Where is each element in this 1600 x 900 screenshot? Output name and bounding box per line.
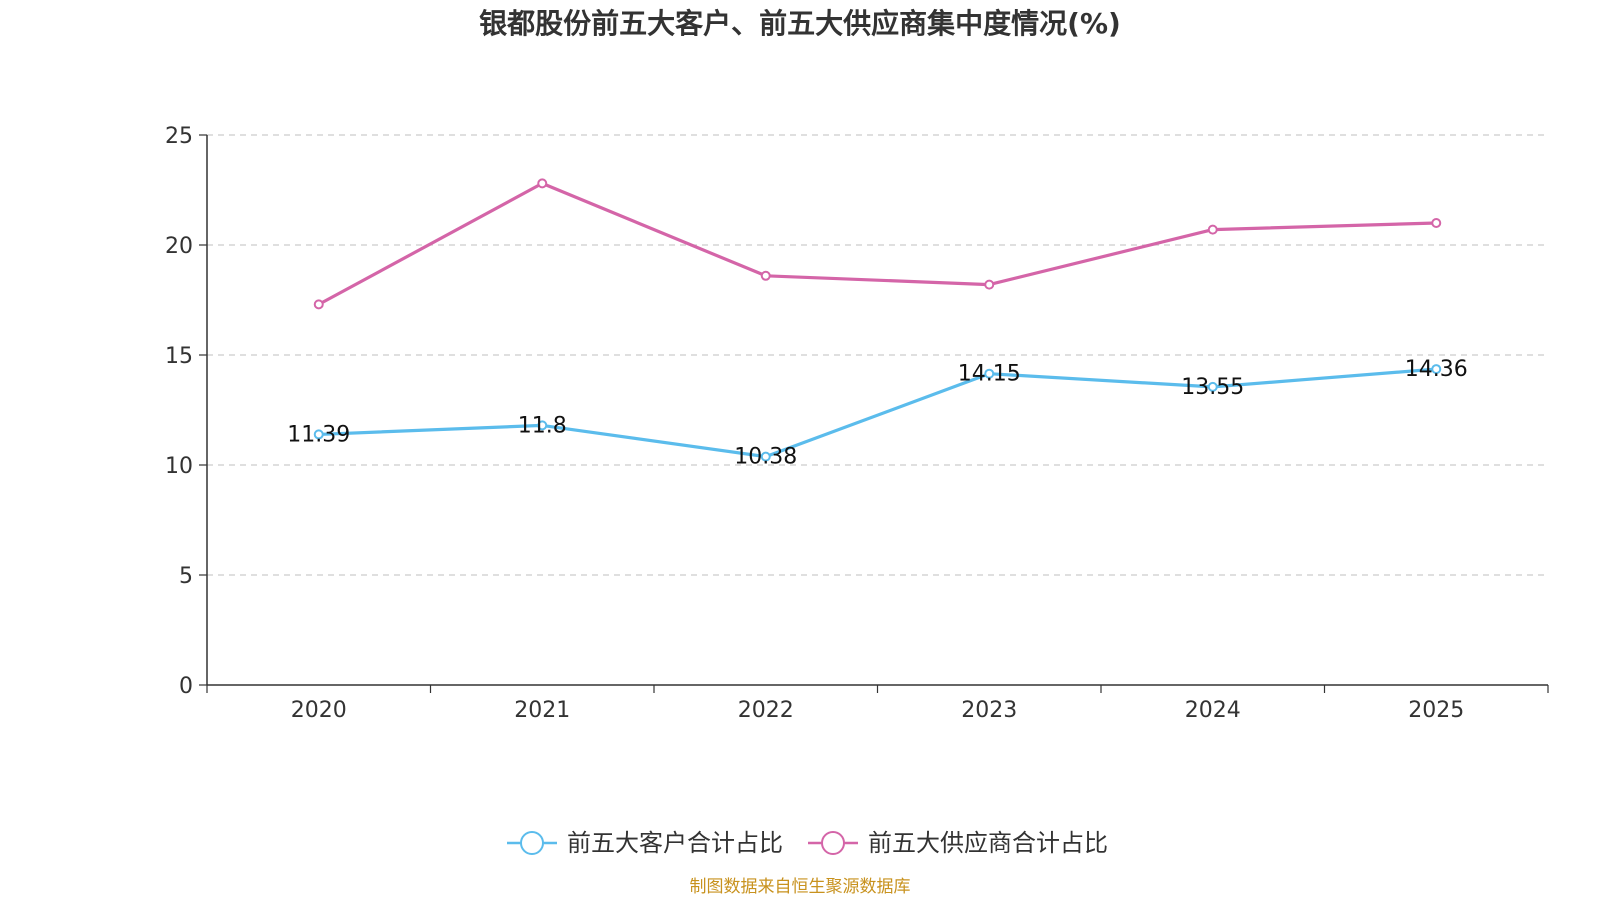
series-layer: 11.39 11.8 10.38 14.15 13.55 14.36: [287, 178, 1468, 470]
series-1-point-2022: [760, 270, 771, 281]
x-tick-label-2024: 2024: [1185, 698, 1241, 723]
series-0-data-label-2025: 14.36: [1405, 357, 1468, 382]
grid-lines: [207, 134, 1548, 576]
series-0-point-2024: [1207, 381, 1218, 392]
series-line-0: [318, 367, 1437, 459]
series-0-data-label-2020: 11.39: [287, 422, 350, 447]
x-tick-label-2021: 2021: [514, 698, 570, 723]
series-1-point-2024: [1207, 224, 1218, 235]
series-1-point-2025: [1431, 218, 1442, 228]
source-note: 制图数据来自恒生聚源数据库: [690, 877, 911, 897]
y-tick-label-15: 15: [165, 344, 193, 369]
y-tick-label-20: 20: [165, 234, 193, 259]
series-0-point-2025: [1431, 364, 1442, 375]
series-0-point-2023: [984, 368, 995, 379]
legend-marker-0: [520, 831, 544, 855]
series-0-data-label-2022: 10.38: [734, 445, 797, 470]
y-tick-label-0: 0: [179, 674, 193, 699]
series-1-point-2021: [537, 178, 548, 189]
y-tick-label-25: 25: [165, 124, 193, 149]
legend-marker-1: [821, 831, 845, 855]
series-0-point-2020: [313, 429, 324, 440]
legend-item-1[interactable]: 前五大供应商合计占比: [808, 829, 1108, 857]
series-0-data-label-2023: 14.15: [958, 362, 1021, 387]
x-tick-label-2022: 2022: [738, 698, 794, 723]
series-0-data-label-2024: 13.55: [1181, 375, 1244, 400]
series-1-point-2023: [984, 279, 995, 290]
legend-label-1: 前五大供应商合计占比: [868, 829, 1108, 857]
series-line-1: [317, 181, 1437, 306]
x-tick-label-2020: 2020: [291, 698, 347, 723]
x-tick-label-2025: 2025: [1408, 698, 1464, 723]
series-0-point-2022: [760, 451, 771, 462]
legend-item-0[interactable]: 前五大客户合计占比: [507, 829, 783, 857]
y-tick-label-5: 5: [179, 564, 193, 589]
series-0-point-2021: [537, 420, 548, 431]
series-0-data-label-2021: 11.8: [518, 413, 567, 438]
y-tick-label-10: 10: [165, 454, 193, 479]
x-tick-label-2023: 2023: [961, 698, 1017, 723]
series-1-point-2020: [313, 299, 324, 310]
legend-label-0: 前五大客户合计占比: [567, 829, 783, 857]
chart-title: 银都股份前五大客户、前五大供应商集中度情况(%): [479, 7, 1121, 40]
legend[interactable]: 前五大客户合计占比 前五大供应商合计占比: [507, 829, 1108, 857]
